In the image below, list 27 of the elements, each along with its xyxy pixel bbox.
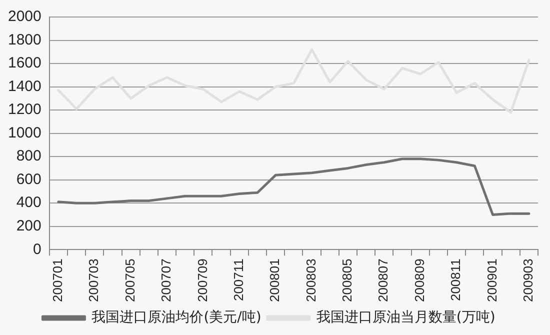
x-tick-label: 200901 xyxy=(484,258,500,302)
y-tick-label: 0 xyxy=(33,240,42,258)
x-tick-label: 200803 xyxy=(303,258,318,302)
x-tick-label: 200709 xyxy=(194,258,210,302)
legend-label: 我国进口原油均价(美元/吨) xyxy=(92,310,262,326)
x-tick-label: 200801 xyxy=(267,258,282,302)
x-tick-label: 200701 xyxy=(50,258,65,302)
legend-label: 我国进口原油当月数量(万吨) xyxy=(316,310,496,326)
x-tick-label: 200707 xyxy=(158,258,174,302)
x-tick-label: 200705 xyxy=(122,258,138,302)
y-tick-label: 1000 xyxy=(8,124,42,142)
x-tick-label: 200811 xyxy=(448,258,464,302)
x-tick-label: 200703 xyxy=(86,258,102,302)
x-tick-label: 200711 xyxy=(230,258,246,302)
y-tick-label: 1800 xyxy=(8,31,42,48)
y-tick-label: 2000 xyxy=(8,8,42,26)
y-tick-label: 1400 xyxy=(8,78,42,95)
y-tick-label: 1600 xyxy=(8,54,42,72)
y-tick-label: 400 xyxy=(16,194,42,212)
y-tick-label: 1200 xyxy=(8,101,42,118)
x-tick-label: 200809 xyxy=(412,258,427,302)
x-tick-label: 200805 xyxy=(340,258,355,302)
y-tick-label: 600 xyxy=(16,170,42,188)
x-tick-label: 200807 xyxy=(376,258,391,302)
y-tick-label: 800 xyxy=(16,148,42,165)
x-tick-label: 200903 xyxy=(520,258,536,302)
y-tick-label: 200 xyxy=(16,218,42,234)
